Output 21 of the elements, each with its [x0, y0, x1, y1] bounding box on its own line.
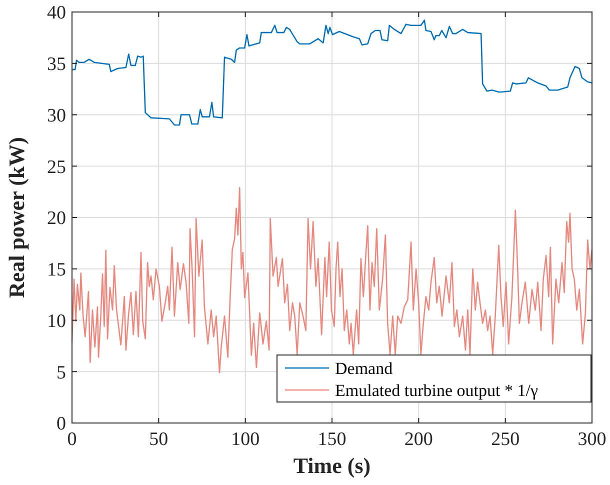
y-tick-label: 0	[56, 414, 66, 435]
y-tick-label: 30	[47, 105, 66, 126]
x-tick-label: 300	[578, 429, 606, 450]
x-axis-title: Time (s)	[293, 453, 371, 478]
x-tick-label: 250	[491, 429, 520, 450]
legend-label: Demand	[335, 358, 394, 378]
legend-label: Emulated turbine output * 1/γ	[335, 380, 538, 400]
y-tick-label: 5	[56, 362, 66, 384]
y-tick-label: 35	[47, 54, 66, 76]
x-tick-label: 200	[404, 429, 433, 450]
y-tick-label: 40	[47, 2, 66, 24]
x-tick-label: 100	[231, 429, 260, 450]
line-series	[71, 187, 593, 374]
y-tick-label: 20	[47, 208, 66, 230]
x-tick-label: 50	[149, 429, 168, 450]
y-tick-label: 15	[47, 260, 66, 281]
y-tick-label: 25	[47, 156, 66, 178]
y-axis-title: Real power (kW)	[4, 137, 29, 298]
line-series	[72, 20, 593, 126]
x-tick-label: 150	[318, 429, 346, 450]
y-tick-label: 10	[47, 310, 66, 332]
